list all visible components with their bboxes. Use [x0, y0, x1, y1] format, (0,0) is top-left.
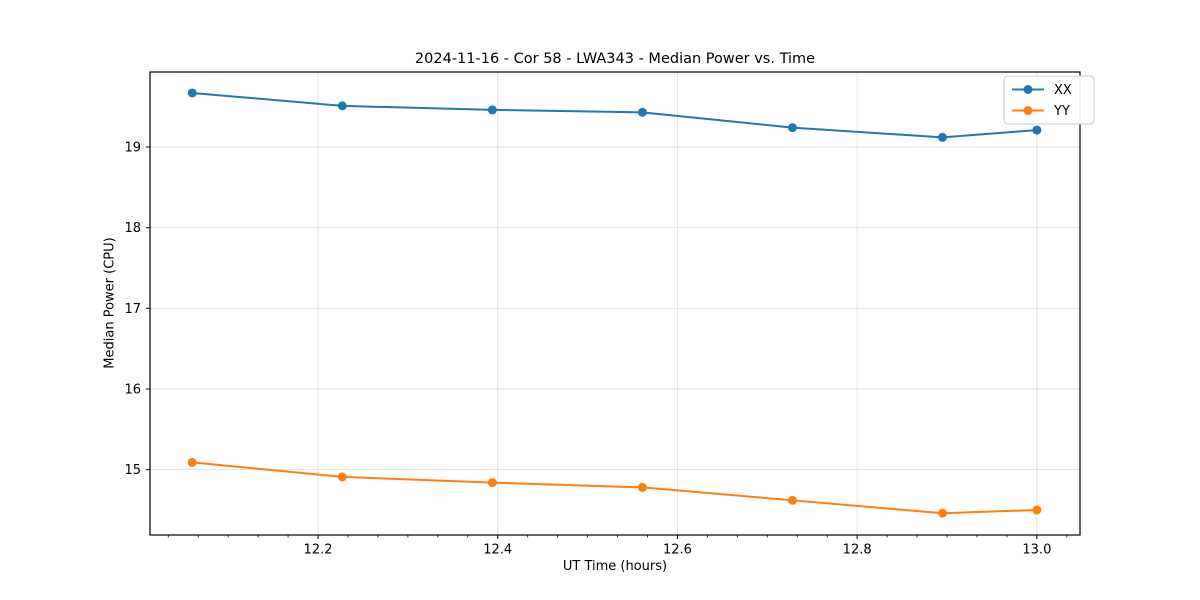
data-point-xx — [187, 88, 197, 98]
data-point-xx — [1032, 125, 1042, 135]
series-line-xx — [192, 91, 1037, 139]
y-tick-label: 16 — [124, 383, 141, 398]
data-point-yy — [187, 457, 197, 467]
chart-title: 2024-11-16 - Cor 58 - LWA343 - Median Po… — [414, 51, 816, 67]
legend-marker-xx — [1023, 85, 1033, 94]
data-point-xx — [337, 101, 347, 111]
legend-label-xx: XX — [1054, 83, 1072, 98]
data-point-xx — [487, 105, 497, 115]
data-point-yy — [938, 508, 948, 518]
data-point-xx — [637, 107, 647, 117]
x-tick-label: 12.6 — [663, 543, 692, 558]
y-tick-label: 15 — [124, 463, 141, 478]
plot-border — [149, 71, 1081, 536]
y-tick-label: 17 — [124, 302, 141, 317]
legend-box — [1003, 75, 1095, 125]
data-point-yy — [637, 482, 647, 492]
y-tick-label: 19 — [124, 141, 141, 156]
data-point-yy — [787, 495, 797, 505]
legend-label-yy: YY — [1053, 104, 1070, 119]
x-tick-label: 12.8 — [843, 543, 872, 558]
x-tick-label: 12.2 — [304, 543, 333, 558]
legend-marker-yy — [1023, 106, 1033, 115]
data-point-yy — [1032, 505, 1042, 515]
data-point-xx — [938, 132, 948, 142]
data-point-yy — [487, 478, 497, 488]
y-axis-label: Median Power (CPU) — [102, 237, 118, 369]
data-point-yy — [337, 472, 347, 482]
x-axis-label: UT Time (hours) — [562, 559, 668, 574]
x-tick-label: 13.0 — [1022, 543, 1051, 558]
x-tick-label: 12.4 — [483, 543, 512, 558]
y-tick-label: 18 — [124, 221, 141, 236]
data-point-xx — [787, 123, 797, 133]
